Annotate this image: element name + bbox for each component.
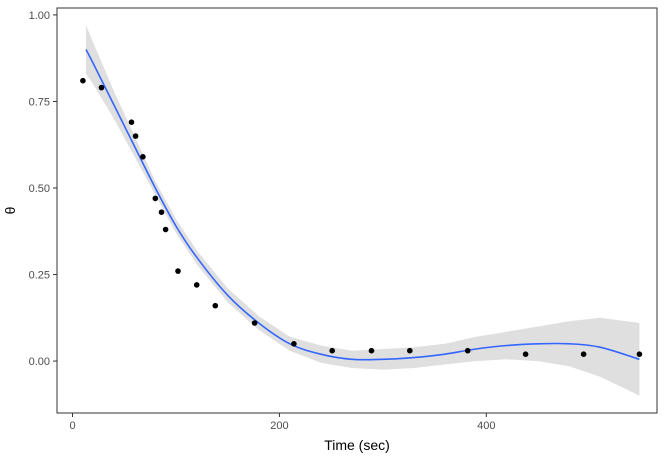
data-point — [636, 351, 643, 358]
data-point — [407, 347, 413, 354]
y-tick-label: 1.00 — [29, 10, 50, 22]
data-point — [212, 302, 219, 309]
smooth-fit-line — [85, 49, 640, 361]
data-point — [128, 119, 135, 125]
data-point — [80, 77, 86, 84]
x-tick-label: 0 — [69, 420, 75, 432]
data-point — [368, 347, 375, 354]
data-point — [522, 351, 529, 358]
data-point — [158, 209, 165, 215]
data-point — [152, 195, 159, 202]
data-point — [140, 154, 146, 160]
data-points-layer — [80, 77, 643, 358]
panel-border — [56, 7, 658, 414]
y-tick-label: 0.00 — [29, 356, 50, 368]
y-axis: 0.00 0.25 0.50 0.75 1.00 — [29, 10, 57, 368]
data-point — [98, 84, 105, 91]
data-point — [193, 282, 200, 288]
y-axis-title: θ — [2, 206, 18, 214]
confidence-band-layer — [86, 25, 640, 396]
data-point — [162, 226, 169, 233]
x-axis: 0 200 400 — [69, 413, 495, 432]
data-point — [291, 341, 297, 347]
data-point — [464, 347, 471, 354]
y-tick-label: 0.75 — [29, 96, 50, 108]
y-tick-label: 0.50 — [29, 183, 50, 195]
data-point — [175, 268, 181, 274]
data-point — [251, 320, 258, 326]
x-axis-title: Time (sec) — [324, 437, 390, 453]
y-tick-label: 0.25 — [29, 270, 50, 282]
smooth-line-layer — [85, 49, 640, 361]
data-point — [580, 351, 587, 358]
x-tick-label: 200 — [270, 420, 288, 432]
data-point — [132, 133, 139, 139]
x-tick-label: 400 — [477, 420, 495, 432]
data-point — [329, 347, 336, 354]
confidence-band — [86, 25, 640, 396]
